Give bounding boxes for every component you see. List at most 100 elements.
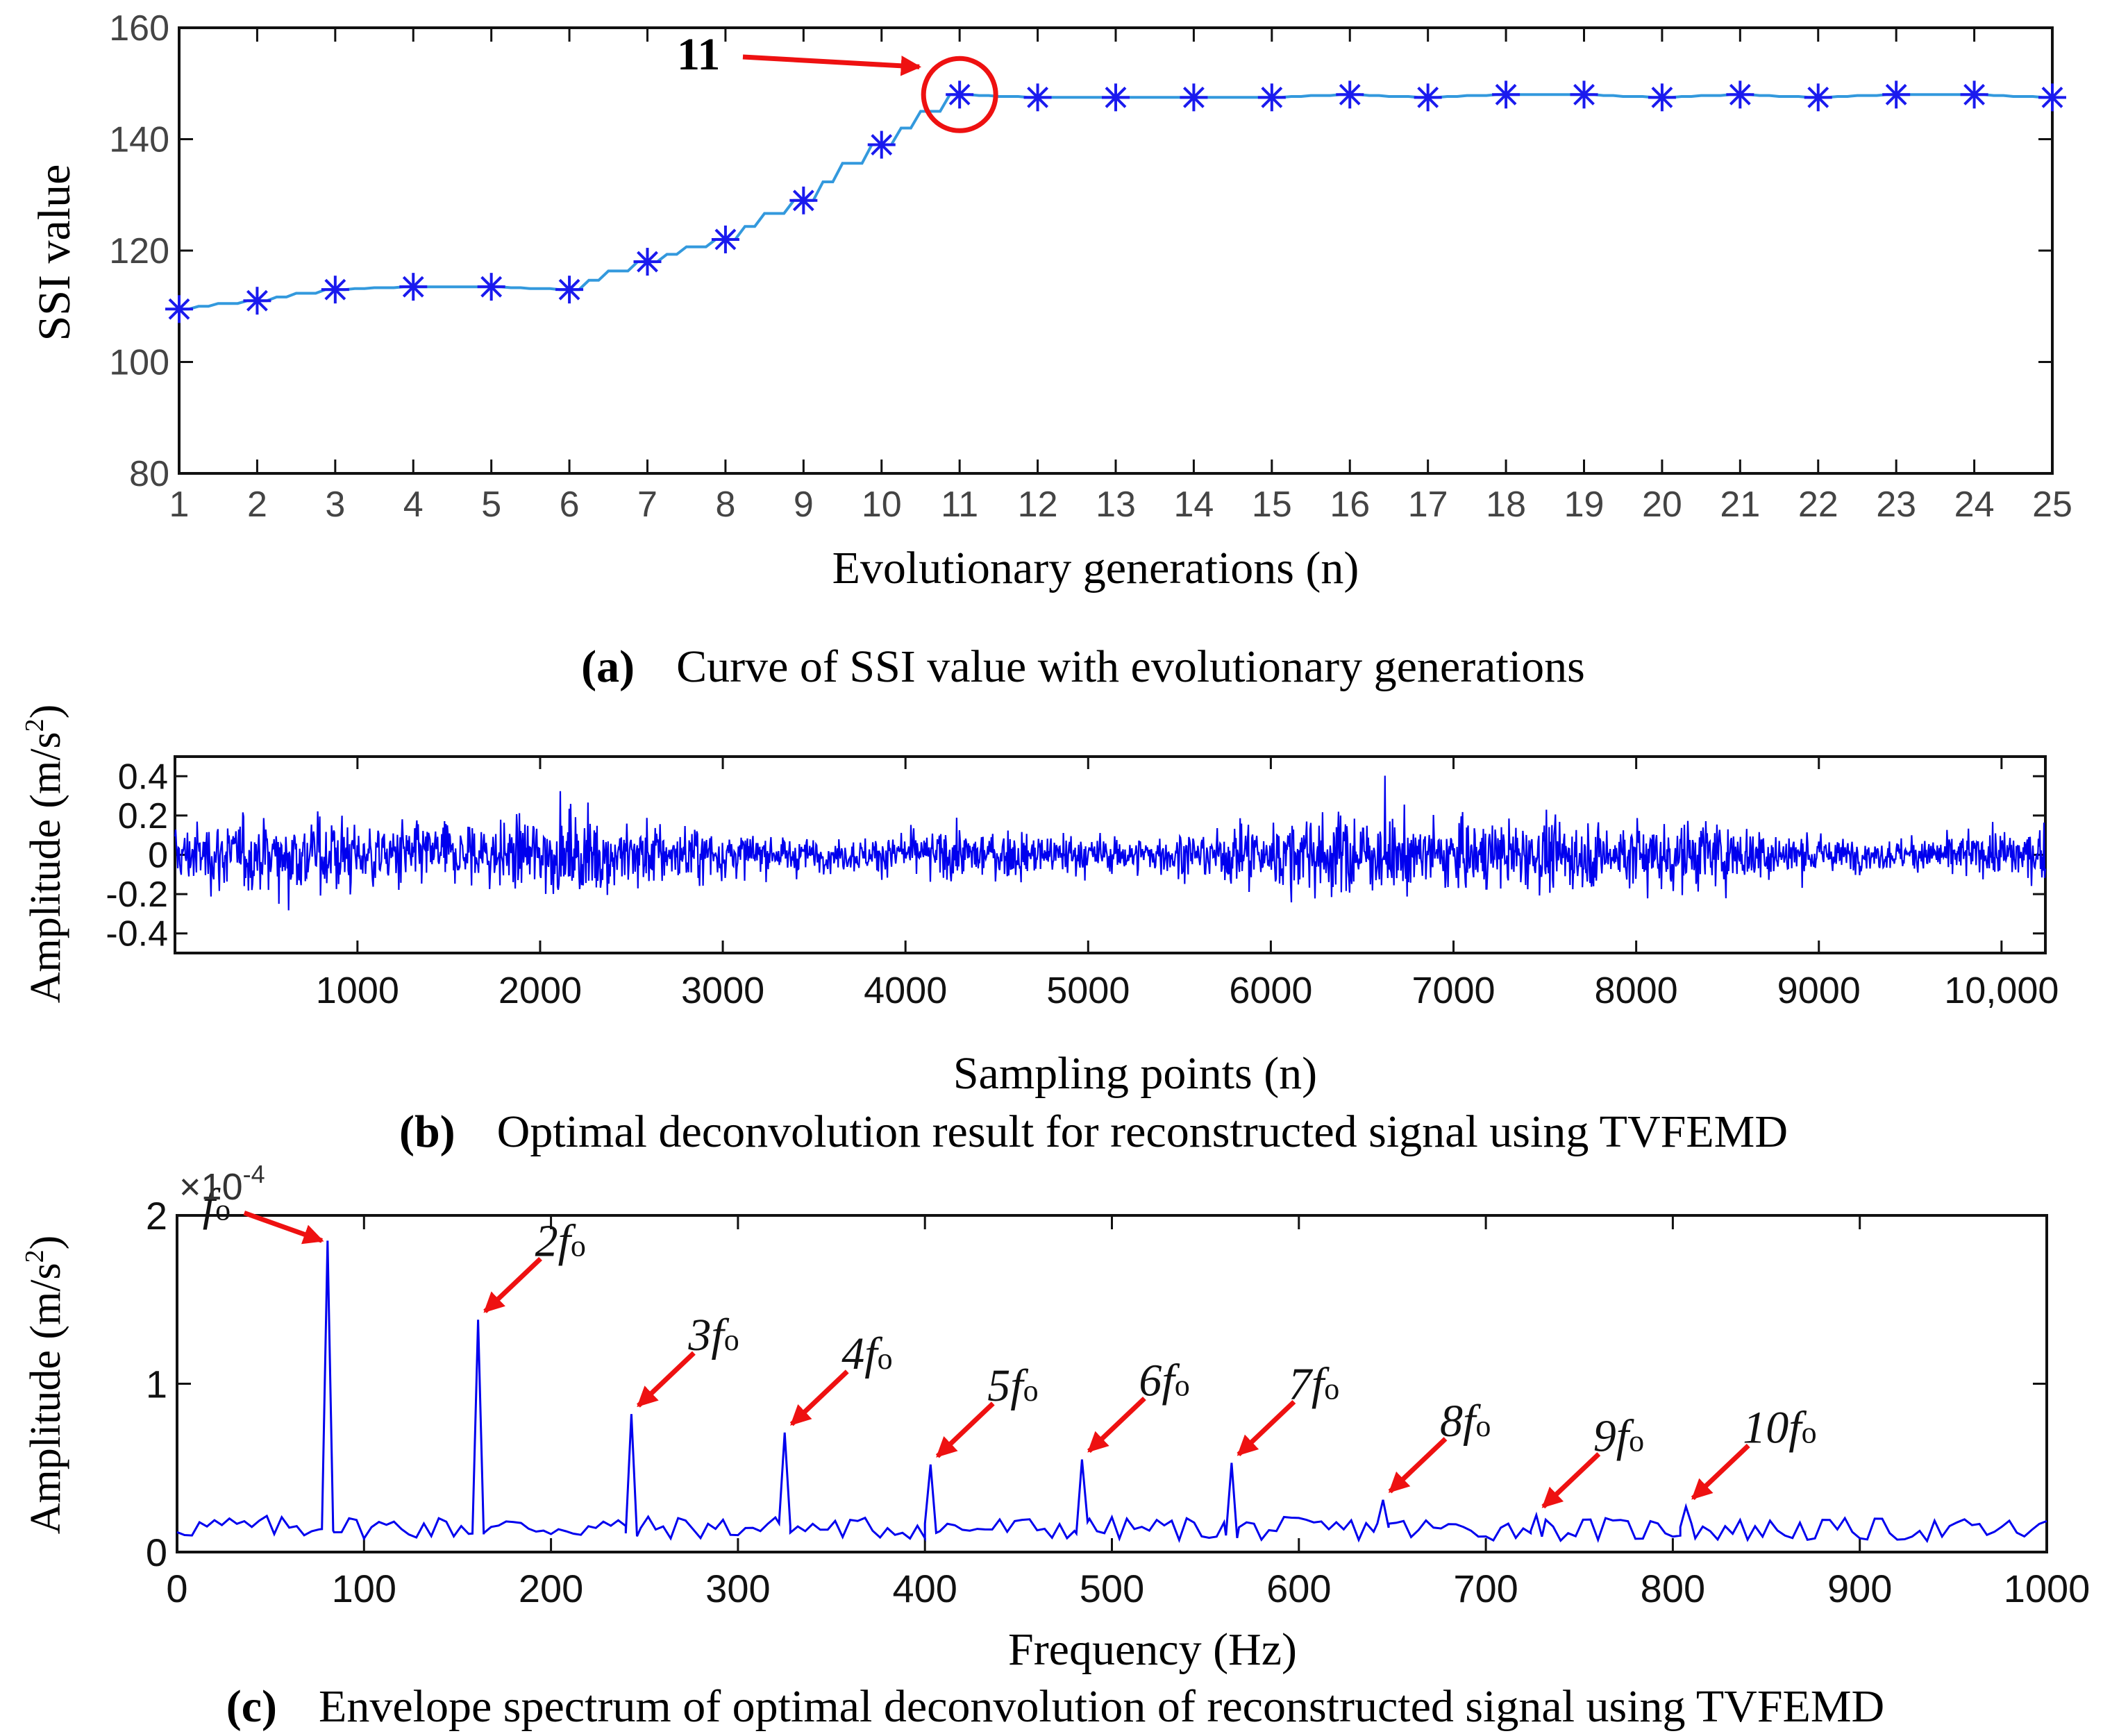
panel-c-peak-label: 8fo [1440, 1396, 1491, 1447]
panel-a-data-marker [2038, 83, 2066, 112]
panel-c-caption: (c) Envelope spectrum of optimal deconvol… [226, 1681, 1884, 1732]
panel-a-data-marker [711, 225, 739, 253]
panel-b-signal-trace [174, 775, 2047, 911]
panel-b-x-tick-label: 4000 [864, 970, 947, 1011]
panel-a-marker-stroke [1729, 83, 1751, 106]
panel-a-x-tick-label: 19 [1564, 484, 1605, 525]
panel-c-peak-label-main: 7f [1289, 1358, 1330, 1409]
panel-a-data-marker [399, 273, 428, 301]
panel-a-y-tick-label: 100 [109, 343, 169, 383]
panel-a-data-marker [1492, 81, 1520, 109]
panel-b-y-axis-label-sup: 2 [20, 718, 49, 732]
panel-c-x-tick-label: 400 [892, 1567, 957, 1610]
panel-c-peak-label-main: 9f [1593, 1411, 1634, 1462]
panel-c-y-axis-label-sup: 2 [20, 1249, 49, 1263]
panel-a-x-tick-label: 14 [1173, 484, 1214, 525]
panel-c-peak-label-main: 4f [841, 1329, 882, 1379]
panel-c-peak-arrow [243, 1211, 324, 1245]
panel-a-y-tick-label: 140 [109, 120, 169, 160]
panel-a-marker-stroke [1495, 83, 1517, 106]
panel-a-annotation-arrow [742, 54, 922, 76]
panel-b-y-tick-label: -0.2 [106, 875, 168, 915]
panel-c-peak-label: 9fo [1593, 1411, 1644, 1462]
panel-a-data-marker [1804, 83, 1832, 112]
panel-c-x-tick-label: 900 [1827, 1567, 1892, 1610]
panel-a-marker-stroke [1963, 83, 1985, 106]
panel-c-peak-annotation: 2fo [483, 1215, 586, 1313]
panel-c-peak-label-sub: o [878, 1342, 893, 1376]
panel-c-y-axis-label: Amplitude (m/s2) [20, 1236, 69, 1535]
panel-a-data-marker [1023, 83, 1052, 112]
panel-c-spectrum-line [176, 1240, 2047, 1544]
panel-c-peak-annotation: 6fo [1087, 1356, 1190, 1453]
panel-a-marker-stroke [1573, 83, 1595, 106]
panel-a-marker-stroke [480, 276, 503, 298]
panel-a-data-marker [1414, 83, 1442, 112]
panel-a-caption-label: (a) [581, 641, 635, 692]
panel-a-x-tick-label: 16 [1330, 484, 1370, 525]
panel-c-peak-label: 4fo [841, 1329, 892, 1379]
panel-c-caption-text: Envelope spectrum of optimal deconvoluti… [319, 1681, 1884, 1732]
panel-a-caption: (a) Curve of SSI value with evolutionary … [581, 641, 1585, 692]
panel-a-y-ticks: 80 100 120 140 160 [109, 8, 2052, 494]
panel-a-data-marker [1726, 81, 1754, 109]
panel-c-x-tick-label: 1000 [2004, 1567, 2091, 1610]
panel-a-marker-stroke [2041, 86, 2063, 108]
panel-a-x-tick-label: 4 [403, 484, 424, 525]
panel-b-chart: -0.4-0.200.20.4 1000 2000 3000 4000 5000 6000… [20, 705, 2059, 1157]
panel-c-peak-label-sub: o [1175, 1369, 1190, 1403]
panel-a-data-marker [789, 186, 818, 214]
panel-c-y-axis-label-text: Amplitude (m/s [22, 1263, 69, 1534]
panel-c-peak-arrow [789, 1370, 849, 1426]
panel-a-marker-stroke [1417, 86, 1439, 108]
panel-b-caption-text: Optimal deconvolution result for reconst… [497, 1106, 1788, 1157]
panel-c-x-tick-label: 200 [519, 1567, 583, 1610]
panel-a-marker-stroke [1183, 86, 1205, 108]
panel-c-scale-exp: -4 [243, 1160, 265, 1188]
panel-c-peak-label: 3fo [687, 1310, 739, 1360]
panel-c-peak-label-sub: o [215, 1193, 231, 1227]
panel-b-y-tick-label: 0.4 [118, 757, 168, 797]
panel-c-peak-label-sub: o [1802, 1416, 1817, 1450]
panel-a-marker-stroke [948, 83, 971, 106]
panel-c-plot-area [176, 1214, 2048, 1553]
panel-b-y-tick-label: 0.2 [118, 796, 168, 836]
panel-a-annotation-label: 11 [677, 29, 720, 80]
panel-a-x-tick-label: 11 [941, 484, 978, 525]
panel-c-peak-label-sub: o [724, 1323, 739, 1357]
panel-b-y-axis-label: Amplitude (m/s2) [20, 705, 69, 1004]
panel-c-peak-label-main: 10f [1743, 1403, 1807, 1453]
panel-a-y-tick-label: 120 [109, 231, 169, 271]
panel-a-x-ticks: 1 2 3 4 5 6 7 8 9 10 11 12 13 14 15 16 17 18 19 20 21 22 23 24 2… [169, 28, 2072, 525]
panel-a-marker-stroke [246, 289, 268, 312]
panel-a-marker-stroke [324, 278, 346, 301]
panel-a-marker-stroke [714, 228, 737, 251]
panel-c-peak-label-main: 2f [535, 1215, 576, 1266]
panel-a-marker-stroke [402, 276, 424, 298]
panel-a-marker-stroke [637, 251, 658, 273]
panel-a-marker-stroke [1339, 83, 1361, 106]
panel-b-y-ticks: -0.4-0.200.20.4 [106, 757, 2045, 954]
panel-a-data-marker [867, 130, 896, 159]
panel-a-marker-stroke [558, 278, 580, 301]
panel-a-x-tick-label: 22 [1798, 484, 1838, 525]
panel-a-data-marker [1336, 81, 1364, 109]
panel-c-caption-label: (c) [226, 1681, 277, 1732]
panel-c-x-tick-label: 500 [1080, 1567, 1144, 1610]
panel-c-peak-annotation: 5fo [935, 1360, 1039, 1458]
panel-c-peak-label-sub: o [1324, 1372, 1339, 1406]
panel-c-peak-label: 10fo [1743, 1403, 1816, 1453]
panel-c-peak-arrow [1087, 1397, 1146, 1453]
panel-a-data-marker [1648, 83, 1676, 112]
panel-a-y-tick-label: 160 [109, 8, 169, 49]
panel-a-x-tick-label: 15 [1252, 484, 1292, 525]
panel-a-x-tick-label: 17 [1408, 484, 1448, 525]
panel-b-x-tick-label: 7000 [1411, 970, 1495, 1011]
panel-a-data-marker [1102, 83, 1130, 112]
panel-a-data-marker [633, 248, 662, 276]
panel-c-x-ticks: 0 100 200 300 400 500 600 700 800 900 1000 [166, 1215, 2090, 1610]
panel-a-marker-stroke [168, 298, 190, 320]
panel-c-peak-arrow [636, 1351, 696, 1408]
